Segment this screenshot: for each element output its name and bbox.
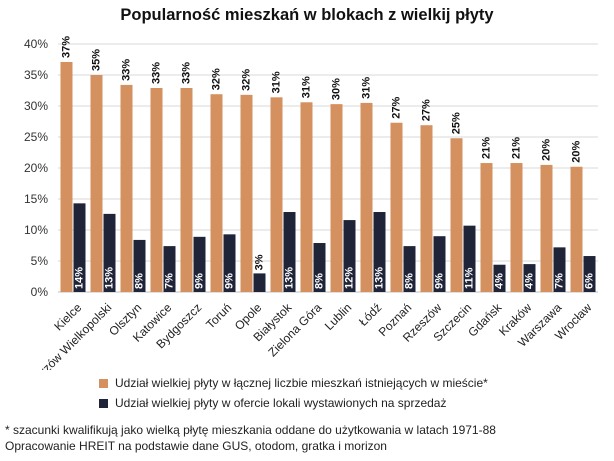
gridlines	[58, 43, 598, 293]
data-label-existing-stock-katowice: 33%	[151, 62, 163, 84]
data-label-sale-offers-rzeszow: 9%	[434, 273, 446, 289]
footnote-methodology: * szacunki kwalifikują jako wielką płytę…	[5, 423, 496, 437]
y-tick-label: 25%	[24, 130, 48, 144]
bar-sale-offers-bydgoszcz	[193, 236, 206, 292]
bar-existing-stock-rzeszow	[420, 125, 433, 292]
data-label-existing-stock-szczecin: 25%	[451, 112, 463, 134]
data-label-existing-stock-zielona-gora: 31%	[301, 76, 313, 98]
bar-existing-stock-poznan	[390, 122, 403, 293]
legend-label-existing-stock: Udział wielkiej płyty w łącznej liczbie …	[115, 376, 488, 390]
data-label-sale-offers-bialystok: 13%	[284, 267, 296, 289]
legend-swatch-existing-stock	[99, 378, 108, 388]
data-label-existing-stock-gorzow-wielkopolski: 35%	[91, 49, 103, 71]
y-tick-label: 10%	[24, 223, 48, 237]
bar-chart: 0% 5% 10% 15% 20% 25% 30% 35% 40% 37% 14% 35% 13% 33…	[24, 36, 598, 370]
bar-sale-offers-gdansk	[493, 264, 506, 292]
data-label-existing-stock-krakow: 21%	[511, 137, 523, 159]
bar-sale-offers-rzeszow	[433, 236, 446, 292]
y-axis: 0% 5% 10% 15% 20% 25% 30% 35% 40%	[24, 37, 48, 299]
data-label-sale-offers-olsztyn: 8%	[134, 273, 146, 289]
bar-sale-offers-kielce	[73, 203, 86, 292]
bar-existing-stock-warszawa	[540, 164, 553, 292]
data-label-existing-stock-olsztyn: 33%	[121, 59, 133, 81]
y-tick-label: 30%	[24, 99, 48, 113]
data-label-sale-offers-warszawa: 7%	[554, 273, 566, 289]
bar-sale-offers-katowice	[163, 246, 176, 292]
bar-sale-offers-bialystok	[283, 212, 296, 292]
bar-existing-stock-gorzow-wielkopolski	[90, 75, 103, 292]
data-label-sale-offers-katowice: 7%	[164, 273, 176, 289]
data-label-sale-offers-gorzow-wielkopolski: 13%	[104, 267, 116, 289]
bar-existing-stock-torun	[210, 94, 223, 292]
bar-existing-stock-katowice	[150, 88, 163, 293]
chart-title: Popularność mieszkań w blokach z wielkij…	[120, 6, 494, 24]
bar-existing-stock-szczecin	[450, 138, 463, 292]
y-tick-label: 5%	[31, 254, 49, 268]
data-label-existing-stock-rzeszow: 27%	[421, 99, 433, 121]
legend-label-sale-offers: Udział wielkiej płyty w ofercie lokali w…	[115, 396, 447, 410]
data-label-existing-stock-kielce: 37%	[61, 36, 73, 58]
data-label-existing-stock-poznan: 27%	[391, 97, 403, 119]
data-label-existing-stock-lodz: 31%	[361, 77, 373, 99]
bar-existing-stock-kielce	[60, 61, 73, 293]
legend-item-sale-offers: Udział wielkiej płyty w ofercie lokali w…	[99, 395, 446, 411]
data-label-sale-offers-wroclaw: 6%	[584, 273, 596, 289]
y-tick-label: 35%	[24, 68, 48, 82]
bar-sale-offers-lublin	[343, 220, 356, 292]
data-label-sale-offers-torun: 9%	[224, 273, 236, 289]
data-label-sale-offers-lublin: 12%	[344, 267, 356, 289]
bar-existing-stock-bydgoszcz	[180, 88, 193, 293]
data-label-sale-offers-gdansk: 4%	[494, 273, 506, 289]
data-label-existing-stock-torun: 32%	[211, 68, 223, 90]
bar-existing-stock-lublin	[330, 104, 343, 292]
data-label-existing-stock-opole: 32%	[241, 69, 253, 91]
bar-sale-offers-warszawa	[553, 247, 566, 292]
x-tick-label-lublin: Lublin	[322, 300, 355, 333]
footnote-source: Opracowanie HREIT na podstawie dane GUS,…	[5, 439, 387, 453]
data-label-sale-offers-zielona-gora: 8%	[314, 273, 326, 289]
bar-existing-stock-opole	[240, 94, 253, 292]
bar-existing-stock-bialystok	[270, 97, 283, 292]
bar-existing-stock-gdansk	[480, 163, 493, 292]
legend-swatch-sale-offers	[99, 398, 108, 408]
bar-sale-offers-szczecin	[463, 225, 476, 292]
bar-sale-offers-lodz	[373, 212, 386, 292]
bar-existing-stock-krakow	[510, 163, 523, 292]
data-label-existing-stock-warszawa: 20%	[541, 139, 553, 161]
data-label-sale-offers-poznan: 8%	[404, 273, 416, 289]
data-label-existing-stock-bialystok: 31%	[271, 71, 283, 93]
bar-existing-stock-lodz	[360, 102, 373, 293]
bar-existing-stock-zielona-gora	[300, 102, 313, 292]
data-label-sale-offers-opole: 3%	[254, 254, 266, 270]
bars: 37% 14% 35% 13% 33% 8% 33% 7% 33% 9% 32% 9% 32% 3% 31%…	[60, 36, 596, 293]
data-label-sale-offers-lodz: 13%	[374, 267, 386, 289]
x-tick-label-gdansk: Gdańsk	[465, 300, 505, 340]
data-label-sale-offers-bydgoszcz: 9%	[194, 273, 206, 289]
data-label-sale-offers-kielce: 14%	[74, 267, 86, 289]
bar-sale-offers-poznan	[403, 246, 416, 292]
data-label-sale-offers-szczecin: 11%	[464, 267, 476, 289]
y-tick-label: 15%	[24, 192, 48, 206]
bar-sale-offers-krakow	[523, 264, 536, 292]
y-tick-label: 20%	[24, 161, 48, 175]
data-label-existing-stock-wroclaw: 20%	[571, 141, 583, 163]
data-label-existing-stock-gdansk: 21%	[481, 137, 493, 159]
bar-sale-offers-wroclaw	[583, 256, 596, 292]
legend-item-existing-stock: Udział wielkiej płyty w łącznej liczbie …	[99, 375, 488, 391]
bar-existing-stock-wroclaw	[570, 166, 583, 292]
data-label-existing-stock-bydgoszcz: 33%	[181, 62, 193, 84]
data-label-sale-offers-krakow: 4%	[524, 273, 536, 289]
bar-sale-offers-opole	[253, 273, 266, 292]
y-tick-label: 40%	[24, 37, 48, 51]
data-label-existing-stock-lublin: 30%	[331, 78, 343, 100]
bar-sale-offers-olsztyn	[133, 239, 146, 292]
y-tick-label: 0%	[31, 285, 49, 299]
bar-existing-stock-olsztyn	[120, 84, 133, 292]
bar-sale-offers-gorzow-wielkopolski	[103, 213, 116, 292]
bar-sale-offers-torun	[223, 234, 236, 292]
x-tick-label-torun: Toruń	[203, 300, 234, 331]
bar-sale-offers-zielona-gora	[313, 243, 326, 292]
